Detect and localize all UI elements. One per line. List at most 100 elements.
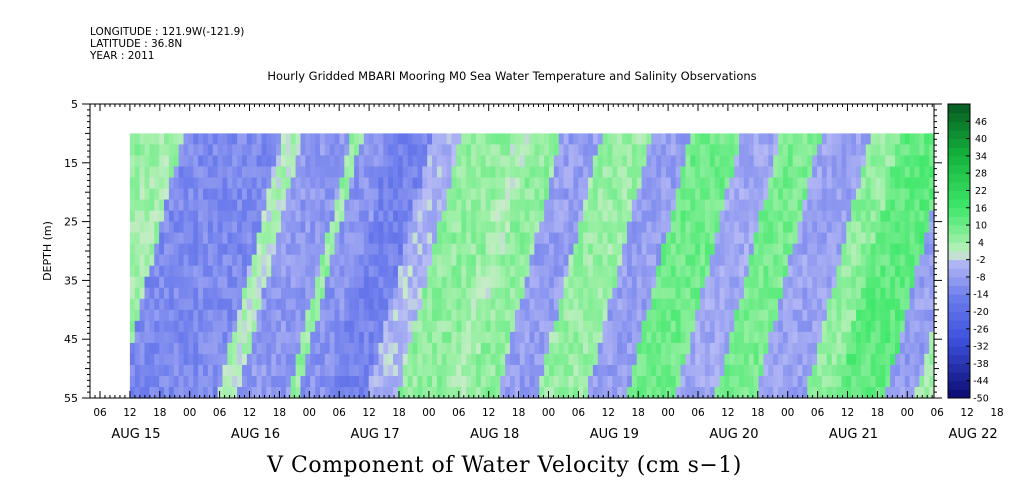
y-tick-label: 25 — [64, 216, 78, 229]
field-cell — [358, 353, 365, 366]
field-cell — [422, 320, 428, 333]
field-cell — [203, 331, 209, 344]
field-cell — [514, 243, 521, 256]
field-cell — [446, 133, 453, 146]
field-cell — [773, 265, 779, 278]
field-cell — [636, 276, 643, 289]
field-cell — [773, 287, 779, 300]
field-cell — [544, 353, 550, 366]
field-cell — [261, 243, 267, 256]
field-cell — [500, 210, 506, 223]
field-cell — [500, 309, 506, 322]
field-cell — [363, 221, 370, 234]
field-cell — [914, 331, 920, 344]
field-cell — [558, 177, 565, 190]
field-cell — [363, 243, 370, 256]
field-cell — [480, 177, 487, 190]
field-cell — [529, 133, 535, 146]
field-cell — [778, 265, 784, 278]
field-cell — [563, 265, 570, 278]
field-cell — [812, 265, 818, 278]
field-cell — [373, 276, 380, 289]
field-cell — [432, 188, 438, 201]
field-cell — [354, 144, 360, 157]
field-cell — [597, 144, 604, 157]
field-cell — [524, 144, 531, 157]
field-cell — [300, 298, 306, 311]
field-cell — [578, 133, 584, 146]
field-cell — [480, 276, 487, 289]
field-cell — [173, 254, 180, 267]
field-cell — [636, 364, 643, 377]
field-cell — [183, 287, 189, 300]
field-cell — [729, 199, 735, 212]
field-cell — [714, 364, 721, 377]
field-cell — [929, 309, 935, 322]
field-cell — [826, 133, 833, 146]
field-cell — [675, 221, 682, 234]
field-cell — [271, 188, 277, 201]
field-cell — [183, 342, 189, 355]
field-cell — [787, 287, 794, 300]
field-cell — [704, 287, 711, 300]
field-cell — [675, 254, 682, 267]
field-cell — [373, 221, 380, 234]
field-cell — [826, 276, 833, 289]
field-cell — [724, 265, 730, 278]
field-cell — [782, 331, 789, 344]
field-cell — [456, 210, 462, 223]
field-cell — [807, 342, 813, 355]
field-cell — [685, 364, 691, 377]
field-cell — [358, 254, 365, 267]
field-cell — [529, 353, 535, 366]
field-cell — [524, 298, 531, 311]
field-cell — [261, 166, 267, 179]
field-cell — [753, 155, 760, 168]
field-cell — [256, 309, 263, 322]
field-cell — [690, 254, 696, 267]
field-cell — [388, 276, 394, 289]
field-cell — [451, 342, 458, 355]
field-cell — [207, 199, 214, 212]
field-cell — [773, 353, 779, 366]
field-cell — [929, 144, 935, 157]
field-cell — [427, 320, 433, 333]
field-cell — [412, 375, 419, 388]
field-cell — [665, 199, 672, 212]
field-cell — [441, 375, 448, 388]
field-cell — [139, 232, 146, 245]
field-cell — [690, 331, 696, 344]
field-cell — [553, 254, 560, 267]
field-cell — [466, 276, 472, 289]
field-cell — [471, 331, 477, 344]
field-cell — [300, 243, 306, 256]
field-cell — [222, 155, 228, 168]
field-cell — [519, 342, 526, 355]
field-cell — [904, 133, 911, 146]
field-cell — [139, 386, 146, 399]
field-cell — [207, 232, 214, 245]
field-cell — [734, 144, 740, 157]
field-cell — [860, 144, 867, 157]
field-cell — [875, 221, 881, 234]
field-cell — [529, 254, 535, 267]
x-hour-label: 06 — [572, 407, 586, 419]
longitude-label: LONGITUDE : 121.9W(-121.9) — [90, 26, 245, 38]
field-cell — [461, 287, 467, 300]
field-cell — [885, 298, 891, 311]
field-cell — [241, 309, 248, 322]
field-cell — [880, 298, 886, 311]
field-cell — [544, 177, 550, 190]
field-cell — [568, 177, 574, 190]
field-cell — [700, 320, 706, 333]
field-cell — [456, 188, 462, 201]
field-cell — [675, 353, 682, 366]
field-cell — [875, 155, 881, 168]
x-hour-label: 12 — [960, 407, 973, 419]
field-cell — [680, 309, 687, 322]
field-cell — [480, 364, 487, 377]
field-cell — [792, 177, 799, 190]
field-cell — [899, 166, 906, 179]
field-cell — [475, 133, 482, 146]
field-cell — [856, 386, 862, 399]
